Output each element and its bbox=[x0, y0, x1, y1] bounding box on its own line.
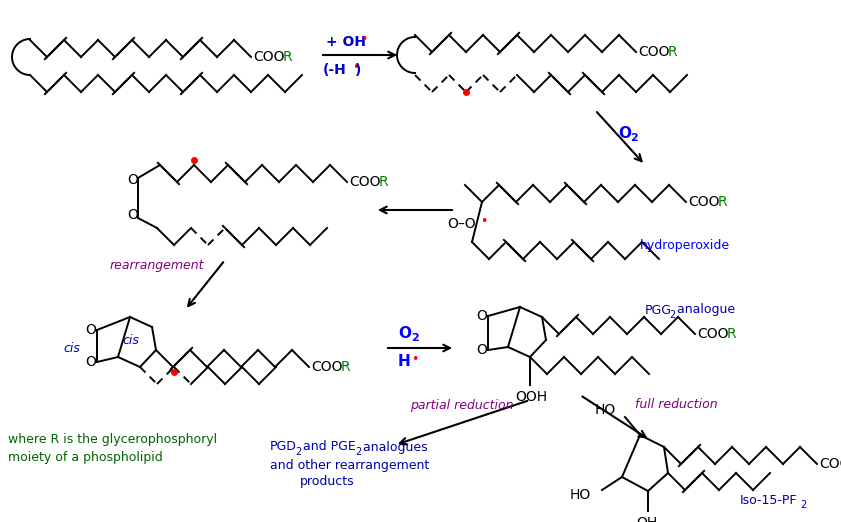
Text: products: products bbox=[300, 476, 355, 489]
Text: COO: COO bbox=[688, 195, 720, 209]
Text: OOH: OOH bbox=[515, 390, 547, 404]
Text: •: • bbox=[480, 216, 488, 229]
Text: hydroperoxide: hydroperoxide bbox=[640, 239, 730, 252]
Text: •: • bbox=[360, 33, 368, 46]
Text: 2: 2 bbox=[800, 500, 807, 510]
Text: O: O bbox=[618, 125, 631, 140]
Text: where R is the glycerophosphoryl: where R is the glycerophosphoryl bbox=[8, 433, 217, 446]
Text: and PGE: and PGE bbox=[299, 441, 356, 454]
Text: COO: COO bbox=[311, 360, 342, 374]
Text: •: • bbox=[411, 353, 418, 366]
Text: partial reduction: partial reduction bbox=[410, 398, 514, 411]
Text: PGG: PGG bbox=[645, 303, 672, 316]
Text: O: O bbox=[476, 309, 487, 323]
Text: R: R bbox=[283, 50, 293, 64]
Text: O: O bbox=[85, 323, 96, 337]
Text: O: O bbox=[85, 355, 96, 369]
Text: PGD: PGD bbox=[270, 441, 297, 454]
Text: 2: 2 bbox=[295, 447, 301, 457]
Text: moiety of a phospholipid: moiety of a phospholipid bbox=[8, 452, 163, 465]
Text: (-H: (-H bbox=[323, 63, 346, 77]
Text: R: R bbox=[379, 175, 389, 189]
Text: full reduction: full reduction bbox=[635, 398, 717, 411]
Text: COO: COO bbox=[819, 457, 841, 471]
Text: O: O bbox=[127, 208, 138, 222]
Text: O: O bbox=[127, 173, 138, 187]
Text: Iso-15-PF: Iso-15-PF bbox=[740, 493, 797, 506]
Text: H: H bbox=[398, 354, 410, 370]
Text: + OH: + OH bbox=[326, 35, 366, 49]
Text: COO: COO bbox=[253, 50, 284, 64]
Text: cis: cis bbox=[122, 334, 139, 347]
Text: cis: cis bbox=[63, 341, 80, 354]
Text: COO: COO bbox=[349, 175, 380, 189]
Text: 2: 2 bbox=[630, 133, 637, 143]
Text: HO: HO bbox=[595, 403, 616, 417]
Text: and other rearrangement: and other rearrangement bbox=[270, 458, 429, 471]
Text: 2: 2 bbox=[355, 447, 362, 457]
Text: analogue: analogue bbox=[673, 303, 735, 316]
Text: R: R bbox=[727, 327, 737, 341]
Text: rearrangement: rearrangement bbox=[110, 258, 204, 271]
Text: •: • bbox=[352, 62, 359, 75]
Text: R: R bbox=[668, 45, 678, 59]
Text: O: O bbox=[476, 343, 487, 357]
Text: O: O bbox=[398, 326, 411, 340]
Text: R: R bbox=[718, 195, 727, 209]
Text: 2: 2 bbox=[411, 333, 419, 343]
Text: 2: 2 bbox=[669, 310, 675, 320]
Text: HO: HO bbox=[570, 488, 591, 502]
Text: R: R bbox=[341, 360, 351, 374]
Text: ): ) bbox=[355, 63, 362, 77]
Text: COO: COO bbox=[638, 45, 669, 59]
Text: OH: OH bbox=[636, 516, 658, 522]
Text: analogues: analogues bbox=[359, 441, 427, 454]
Text: O–O: O–O bbox=[447, 217, 476, 231]
Text: COO: COO bbox=[697, 327, 728, 341]
